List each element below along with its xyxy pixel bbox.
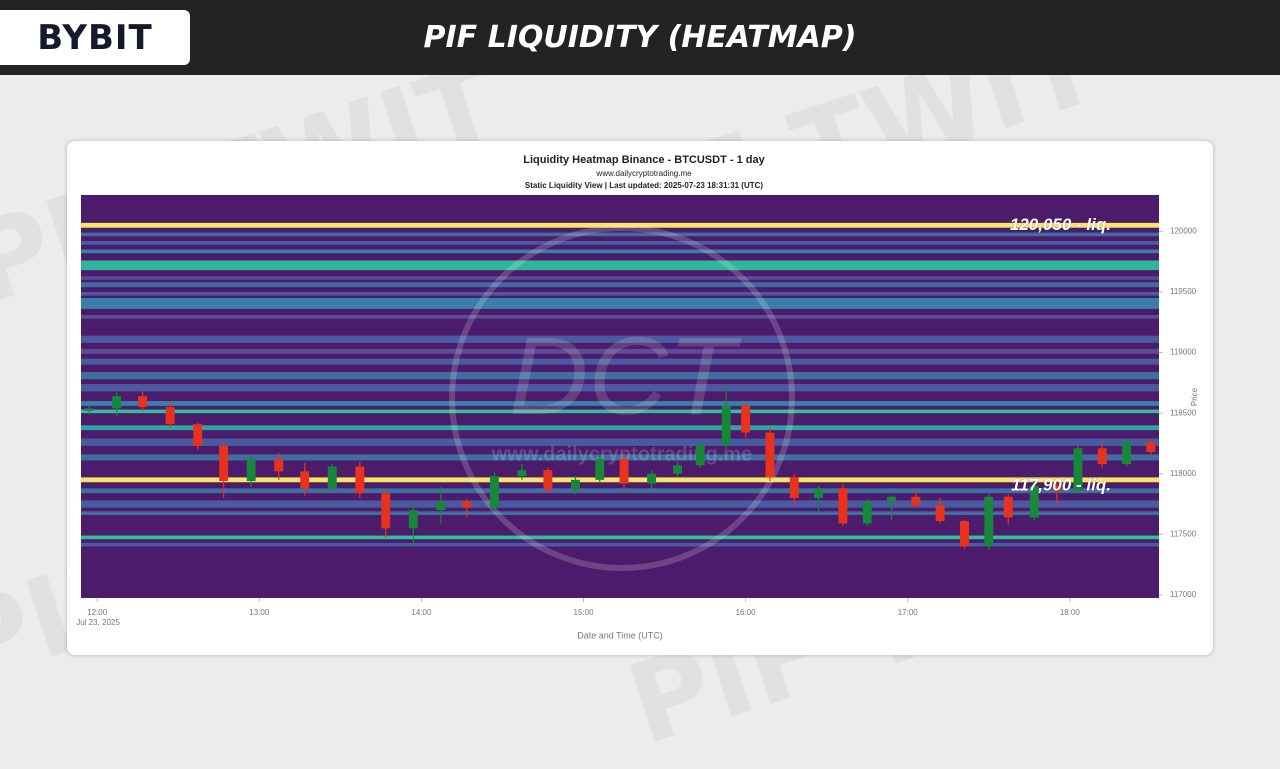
- candle-body: [741, 405, 751, 433]
- candle-body: [862, 501, 872, 524]
- liquidity-band: [81, 401, 1159, 406]
- liquidity-band: [81, 241, 1159, 245]
- candle-body: [721, 405, 731, 445]
- candle-body: [408, 510, 418, 529]
- liquidity-band: [81, 425, 1159, 431]
- liquidity-band: [81, 535, 1159, 540]
- candle-body: [1052, 485, 1062, 491]
- x-tick-label: 18:00: [1060, 608, 1081, 617]
- candle-body: [814, 488, 824, 499]
- candle-body: [1003, 496, 1013, 518]
- plot: DCT www.dailycryptotrading.me: [81, 195, 1159, 598]
- candle-body: [647, 473, 657, 484]
- candle-body: [489, 476, 499, 508]
- candle-body: [1073, 448, 1083, 491]
- candle-body: [619, 459, 629, 484]
- candle-body: [219, 445, 229, 482]
- liquidity-band: [81, 335, 1159, 343]
- liquidity-band: [81, 222, 1159, 228]
- y-tick-label: 118500: [1170, 408, 1197, 417]
- liquidity-band: [81, 358, 1159, 365]
- liquidity-band: [81, 348, 1159, 354]
- chart-title: Liquidity Heatmap Binance - BTCUSDT - 1 …: [523, 154, 765, 166]
- chart-watermark-url: www.dailycryptotrading.me: [491, 443, 752, 465]
- candle-body: [112, 396, 122, 409]
- x-date-label: Jul 23, 2025: [76, 618, 120, 627]
- candle-body: [911, 496, 921, 506]
- x-tick-label: 17:00: [898, 608, 919, 617]
- page-title: PIF LIQUIDITY (HEATMAP): [423, 20, 857, 55]
- liquidity-band: [81, 371, 1159, 380]
- liquidity-band: [81, 282, 1159, 288]
- candle-body: [381, 493, 391, 529]
- y-axis-label: Price: [1190, 387, 1199, 406]
- candle-body: [355, 466, 365, 494]
- candle-body: [543, 470, 553, 490]
- liquidity-band: [81, 260, 1159, 271]
- candle-body: [1097, 448, 1107, 465]
- candle-body: [327, 466, 337, 489]
- liquidity-band: [81, 384, 1159, 392]
- annotation: 117,900 - liq.: [1011, 475, 1111, 494]
- y-tick-label: 119000: [1170, 348, 1197, 357]
- candle-body: [84, 408, 94, 411]
- candle-body: [789, 477, 799, 499]
- liquidity-band: [81, 500, 1159, 508]
- liquidity-band: [81, 454, 1159, 461]
- x-tick-label: 13:00: [249, 608, 270, 617]
- candle-body: [246, 459, 256, 482]
- candle-body: [765, 432, 775, 478]
- candle-body: [595, 459, 605, 480]
- liquidity-band: [81, 298, 1159, 309]
- candle-body: [695, 444, 705, 466]
- candle-body: [1146, 442, 1156, 452]
- liquidity-band: [81, 542, 1159, 547]
- y-tick-label: 117000: [1170, 590, 1197, 599]
- x-axis-label: Date and Time (UTC): [577, 630, 663, 640]
- x-tick-label: 14:00: [411, 608, 432, 617]
- liquidity-band: [81, 438, 1159, 446]
- x-tick-label: 15:00: [574, 608, 595, 617]
- candle-body: [193, 424, 203, 446]
- liquidity-band: [81, 276, 1159, 280]
- candle-body: [138, 396, 148, 408]
- x-tick-label: 12:00: [87, 608, 108, 617]
- candle-body: [1122, 442, 1132, 465]
- liquidity-band: [81, 409, 1159, 414]
- liquidity-band: [81, 314, 1159, 319]
- logo[interactable]: BYBIT: [0, 10, 190, 65]
- candle-body: [274, 459, 284, 472]
- liquidity-band: [81, 232, 1159, 237]
- annotation: 120,050 - liq.: [1010, 215, 1111, 234]
- candle-body: [838, 488, 848, 524]
- y-tick-label: 120000: [1170, 226, 1197, 235]
- candle-body: [436, 501, 446, 511]
- candle-body: [462, 501, 472, 508]
- candle-body: [300, 471, 310, 489]
- candle-body: [887, 496, 896, 502]
- y-tick-label: 118000: [1170, 469, 1197, 478]
- liquidity-band: [81, 249, 1159, 254]
- y-tick-label: 119500: [1170, 287, 1197, 296]
- x-tick-label: 16:00: [736, 608, 757, 617]
- watermark-ring: [449, 225, 795, 571]
- candle-body: [517, 470, 527, 477]
- candle-body: [984, 496, 994, 547]
- candle-body: [935, 505, 945, 522]
- candle-body: [960, 521, 969, 547]
- chart-subtitle: Static Liquidity View | Last updated: 20…: [525, 181, 763, 190]
- candle-body: [570, 479, 580, 490]
- candle-body: [1029, 485, 1039, 518]
- chart: Liquidity Heatmap Binance - BTCUSDT - 1 …: [76, 154, 1199, 640]
- liquidity-band: [81, 511, 1159, 515]
- chart-watermark: DCT: [509, 315, 742, 438]
- header: BYBIT PIF LIQUIDITY (HEATMAP): [0, 0, 1280, 75]
- liquidity-band: [81, 488, 1159, 494]
- candle-body: [673, 465, 683, 474]
- y-tick-label: 117500: [1170, 529, 1197, 538]
- liquidity-band: [81, 291, 1159, 296]
- chart-subtitle: www.dailycryptotrading.me: [595, 169, 692, 178]
- candle-body: [165, 407, 175, 425]
